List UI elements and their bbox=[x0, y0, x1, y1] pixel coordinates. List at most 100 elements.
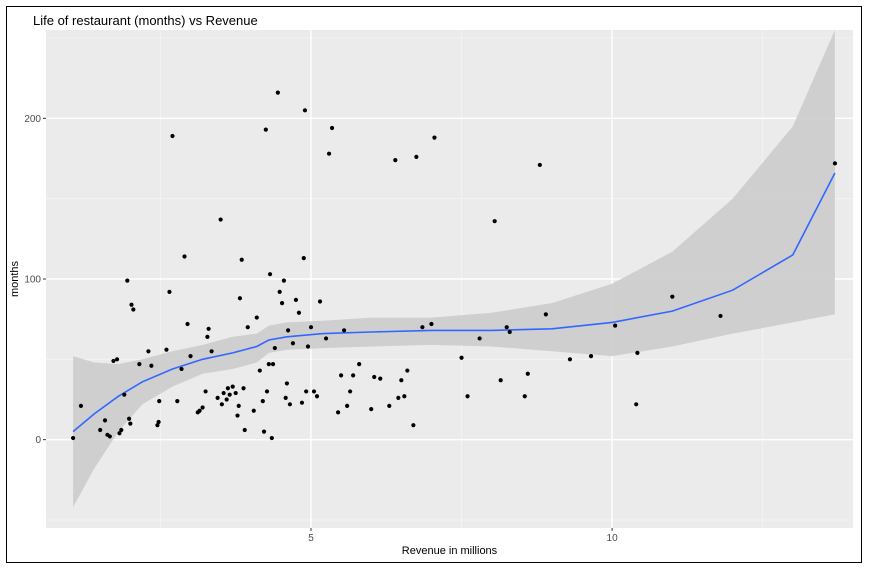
data-point bbox=[393, 158, 398, 163]
y-tick-label: 100 bbox=[24, 275, 41, 286]
data-point bbox=[635, 350, 640, 355]
data-point bbox=[293, 297, 299, 302]
data-point bbox=[221, 390, 226, 396]
data-point bbox=[125, 278, 130, 283]
data-point bbox=[78, 403, 84, 409]
data-point bbox=[260, 398, 265, 404]
data-point bbox=[167, 289, 172, 294]
data-point bbox=[111, 358, 116, 364]
data-point bbox=[420, 325, 425, 330]
data-point bbox=[613, 323, 618, 328]
data-point bbox=[304, 389, 309, 394]
data-point bbox=[543, 312, 548, 317]
data-point bbox=[122, 392, 127, 397]
data-point bbox=[283, 395, 288, 400]
data-point bbox=[369, 407, 374, 412]
data-points bbox=[71, 90, 838, 441]
data-point bbox=[326, 151, 332, 156]
data-point bbox=[317, 299, 323, 304]
data-point bbox=[219, 402, 224, 407]
data-point bbox=[267, 272, 273, 277]
data-point bbox=[504, 325, 509, 330]
data-point bbox=[832, 161, 838, 166]
data-point bbox=[387, 403, 392, 409]
y-axis-label: months bbox=[9, 260, 21, 297]
data-point bbox=[286, 328, 291, 333]
data-point bbox=[405, 368, 410, 373]
data-point bbox=[224, 397, 229, 402]
data-point bbox=[203, 389, 208, 394]
data-point bbox=[465, 394, 470, 399]
data-point bbox=[275, 90, 280, 95]
data-point bbox=[188, 354, 193, 359]
data-point bbox=[279, 300, 285, 306]
data-point bbox=[301, 256, 306, 261]
data-point bbox=[429, 321, 434, 327]
y-tick-label: 200 bbox=[24, 114, 41, 125]
data-point bbox=[119, 427, 124, 433]
data-point bbox=[239, 257, 244, 262]
data-point bbox=[149, 363, 154, 368]
data-point bbox=[245, 325, 250, 330]
x-tick-label: 5 bbox=[308, 533, 314, 544]
confidence-band bbox=[73, 30, 835, 508]
grid-major bbox=[46, 30, 853, 528]
data-point bbox=[98, 427, 103, 433]
data-point bbox=[137, 362, 142, 367]
data-point bbox=[498, 378, 503, 383]
data-point bbox=[242, 427, 247, 433]
data-point bbox=[114, 357, 120, 362]
data-point bbox=[348, 389, 353, 394]
data-point bbox=[670, 294, 675, 299]
data-point bbox=[335, 410, 341, 415]
data-point bbox=[270, 362, 276, 367]
data-point bbox=[264, 389, 270, 394]
data-point bbox=[157, 398, 162, 404]
chart-title: Life of restaurant (months) vs Revenue bbox=[33, 13, 258, 28]
data-point bbox=[209, 349, 214, 354]
data-point bbox=[338, 373, 344, 378]
data-point bbox=[314, 394, 320, 399]
data-point bbox=[351, 373, 356, 378]
data-point bbox=[329, 125, 335, 131]
data-point bbox=[269, 435, 274, 441]
data-point bbox=[254, 315, 259, 320]
data-point bbox=[492, 219, 497, 224]
data-point bbox=[272, 345, 277, 351]
data-point bbox=[71, 435, 76, 441]
data-point bbox=[277, 289, 282, 294]
data-point bbox=[311, 389, 317, 394]
data-point bbox=[225, 386, 230, 391]
data-point bbox=[308, 325, 314, 330]
data-point bbox=[399, 378, 404, 383]
data-point bbox=[102, 418, 108, 423]
data-point bbox=[284, 381, 289, 386]
data-point bbox=[287, 402, 293, 407]
data-point bbox=[537, 162, 542, 168]
data-point bbox=[215, 395, 220, 400]
data-point bbox=[263, 127, 268, 132]
data-point bbox=[345, 403, 350, 409]
data-point bbox=[296, 310, 302, 315]
data-point bbox=[128, 421, 133, 426]
data-point bbox=[227, 392, 232, 397]
data-point bbox=[378, 376, 383, 381]
data-point bbox=[197, 408, 202, 413]
data-point bbox=[233, 390, 238, 396]
data-point bbox=[230, 384, 235, 389]
data-point bbox=[342, 328, 347, 333]
data-point bbox=[107, 434, 112, 439]
data-point bbox=[251, 408, 256, 413]
data-point bbox=[241, 386, 246, 391]
data-point bbox=[305, 344, 311, 349]
data-point bbox=[299, 400, 305, 405]
data-point bbox=[266, 362, 271, 367]
data-point bbox=[718, 313, 723, 319]
data-point bbox=[261, 429, 267, 434]
data-point bbox=[402, 394, 407, 399]
y-tick-label: 0 bbox=[35, 435, 41, 446]
smooth-line bbox=[72, 172, 836, 433]
data-point bbox=[357, 362, 362, 367]
data-point bbox=[290, 341, 296, 346]
data-point bbox=[477, 336, 482, 341]
